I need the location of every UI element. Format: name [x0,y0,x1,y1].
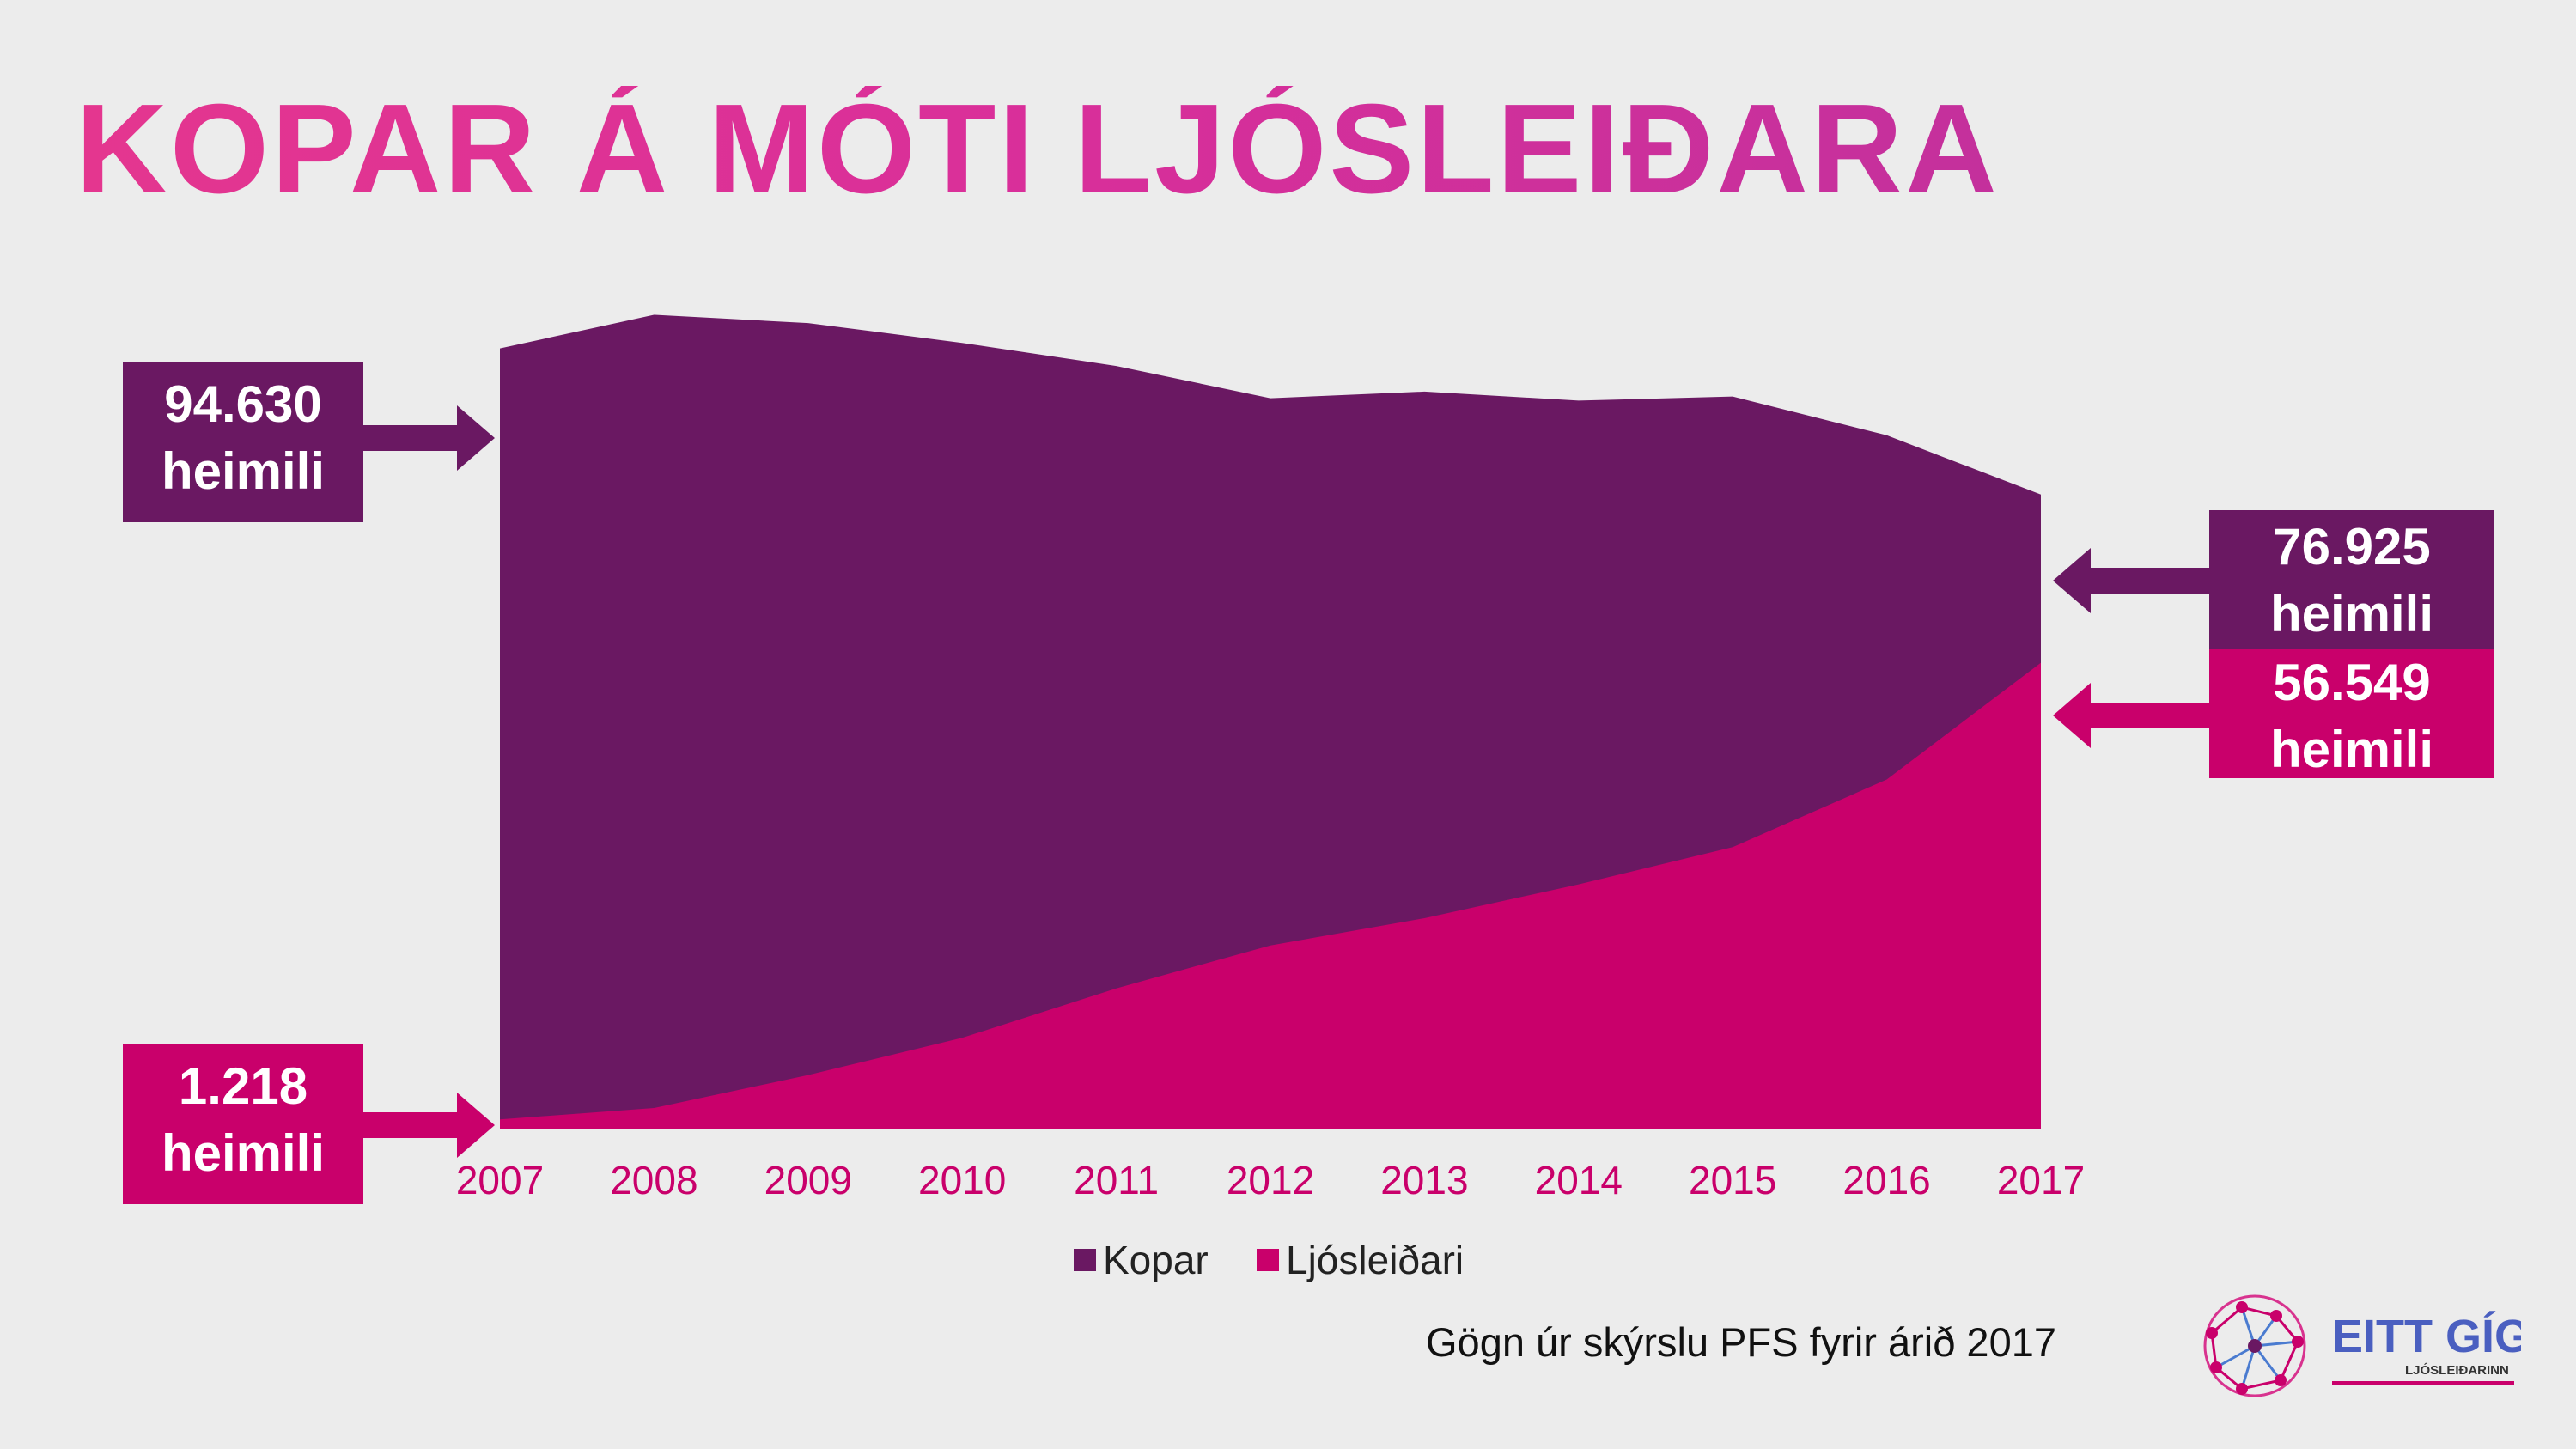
legend-swatch-ljosleidari [1257,1249,1279,1271]
arrow-kopar-2017 [2053,548,2209,613]
x-tick-label: 2013 [1380,1158,1468,1202]
callout-ljosleidari-2017: 56.549 heimili [2209,649,2494,778]
arrow-ljosleidari-2007 [363,1093,495,1158]
arrow-kopar-2007 [363,405,495,471]
legend-label-kopar: Kopar [1103,1238,1209,1282]
x-axis-ticks: 2007 2008 2009 2010 2011 2012 2013 2014 2015 2016… [456,1158,2085,1202]
callout-arrows [363,405,2209,1158]
callout-unit: heimili [161,442,326,500]
x-tick-label: 2009 [764,1158,852,1202]
logo-brand: EITT GÍG [2332,1311,2521,1362]
logo-tagline: LJÓSLEIÐARINN [2405,1362,2509,1378]
x-tick-label: 2016 [1842,1158,1930,1202]
eitt-gig-logo: EITT GÍG LJÓSLEIÐARINN [2203,1294,2521,1397]
x-tick-label: 2012 [1227,1158,1314,1202]
callout-ljosleidari-2007: 1.218 heimili [123,1044,363,1204]
x-tick-label: 2008 [610,1158,697,1202]
x-tick-label: 2011 [1074,1158,1159,1202]
legend-swatch-kopar [1074,1249,1096,1271]
x-tick-label: 2015 [1689,1158,1776,1202]
chart-legend: Kopar Ljósleiðari [1074,1238,1464,1282]
network-globe-icon [2203,1294,2306,1397]
callout-unit: heimili [2269,721,2434,778]
legend-label-ljosleidari: Ljósleiðari [1286,1238,1464,1282]
callout-unit: heimili [2269,585,2434,642]
area-series-ljosleidari [500,662,2041,1129]
x-tick-label: 2017 [1997,1158,2085,1202]
x-tick-label: 2014 [1535,1158,1623,1202]
callout-value: 94.630 [164,375,322,433]
callout-value: 76.925 [2273,518,2431,575]
callout-unit: heimili [161,1124,326,1182]
x-tick-label: 2007 [456,1158,544,1202]
callout-value: 56.549 [2273,654,2431,711]
callout-kopar-2007: 94.630 heimili [123,362,363,522]
source-note: Gögn úr skýrslu PFS fyrir árið 2017 [1426,1319,2056,1365]
callout-value: 1.218 [178,1057,308,1115]
chart-areas [500,314,2041,1129]
logo-underline [2332,1381,2514,1385]
arrow-ljosleidari-2017 [2053,683,2209,748]
page-title: KOPAR Á MÓTI LJÓSLEIÐARA [76,78,2000,220]
callout-kopar-2017: 76.925 heimili [2209,510,2494,653]
x-tick-label: 2010 [918,1158,1006,1202]
